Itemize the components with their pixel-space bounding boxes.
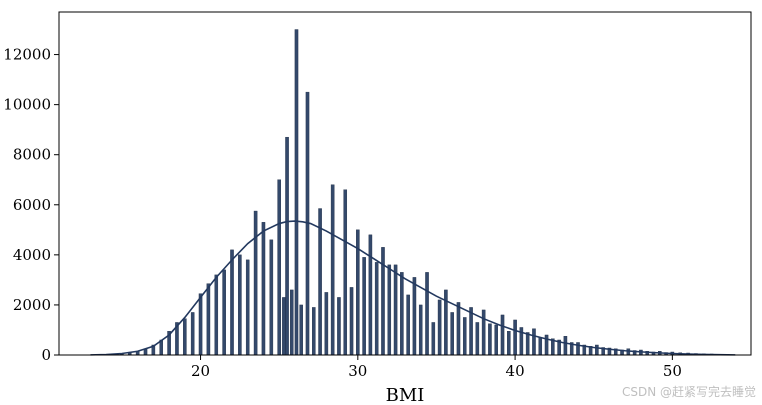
y-tick-label: 0 (41, 346, 51, 364)
histogram-bar (230, 249, 234, 356)
histogram-bar (387, 264, 392, 356)
histogram-bar (349, 287, 354, 356)
histogram-bar (500, 314, 505, 356)
x-tick-label: 50 (663, 362, 682, 380)
y-tick-label: 2000 (13, 296, 51, 314)
histogram-bars (104, 29, 730, 356)
kde-curve (90, 220, 736, 356)
histogram-bar (374, 262, 379, 356)
histogram-bar (393, 264, 398, 356)
histogram-bar (406, 294, 410, 356)
histogram-bar (222, 269, 226, 356)
y-tick-label: 12000 (3, 46, 51, 64)
y-axis-ticks: 0 2000 4000 6000 8000 10000 12000 (3, 46, 59, 364)
watermark: CSDN @赶紧写完去睡觉 (622, 384, 756, 399)
histogram-bar (253, 210, 258, 356)
y-tick-label: 6000 (13, 196, 51, 214)
histogram-bar (475, 322, 480, 356)
plot-frame (58, 11, 752, 356)
histogram-bar (245, 259, 250, 356)
histogram-bar (368, 234, 373, 356)
histogram-bar (513, 319, 517, 356)
histogram-bar (437, 299, 442, 356)
histogram-bar (425, 272, 429, 356)
x-axis-title: BMI (386, 385, 425, 405)
histogram-bar (456, 302, 461, 356)
histogram-bar (418, 304, 423, 356)
histogram-bar (299, 304, 303, 356)
histogram-bar (324, 292, 329, 356)
histogram-bar (400, 272, 404, 356)
histogram-bar (488, 323, 492, 356)
histogram-bar (206, 283, 211, 356)
histogram-bar (318, 208, 322, 356)
histogram-bar (269, 239, 274, 356)
histogram-bar (337, 297, 341, 356)
histogram-bar (198, 293, 203, 356)
histogram-bar (450, 312, 454, 356)
histogram-bar (282, 297, 286, 356)
histogram-bar (343, 189, 348, 356)
histogram-bar (462, 317, 467, 356)
histogram-bar (538, 337, 543, 356)
histogram-bar (312, 307, 316, 356)
x-tick-label: 20 (191, 362, 210, 380)
y-tick-label: 10000 (3, 96, 51, 114)
histogram-bar (532, 328, 536, 356)
y-tick-label: 4000 (13, 246, 51, 264)
histogram-bar (289, 289, 294, 356)
x-axis-ticks: 20 30 40 50 (191, 355, 682, 380)
histogram-bar (261, 222, 266, 356)
histogram-bar (238, 254, 242, 356)
histogram-bar (595, 344, 599, 356)
histogram-bar (563, 336, 568, 356)
histogram-bar (626, 348, 631, 356)
histogram-bar (507, 331, 511, 356)
histogram-bar (412, 277, 417, 356)
histogram-bar (362, 257, 366, 356)
histogram-bar (190, 312, 195, 356)
histogram-bar (214, 274, 219, 356)
histogram-bar (481, 309, 486, 356)
y-tick-label: 8000 (13, 146, 51, 164)
histogram-bar (294, 29, 299, 356)
x-tick-label: 40 (506, 362, 525, 380)
histogram-bar (285, 136, 289, 356)
histogram-bar (494, 324, 498, 356)
histogram-bar (469, 307, 473, 356)
histogram-bar (183, 318, 187, 356)
histogram-bar (330, 184, 335, 356)
histogram-bar (277, 179, 281, 356)
x-tick-label: 30 (348, 362, 367, 380)
histogram-bar (525, 332, 530, 356)
histogram-bar (431, 322, 436, 356)
